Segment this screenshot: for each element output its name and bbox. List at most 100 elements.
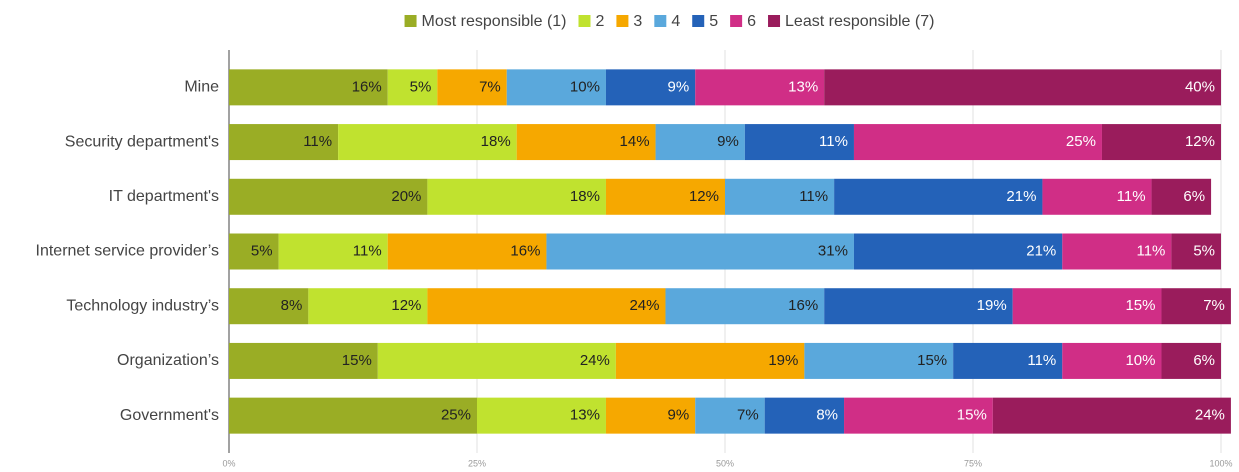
data-label: 6% [1183,188,1205,205]
data-label: 11% [1027,352,1056,369]
bar-segment [338,124,517,161]
legend-swatch [578,15,591,27]
bar-segment [506,69,606,106]
data-label: 7% [1203,297,1225,314]
data-label: 9% [668,78,690,95]
y-tick-label: Internet service provider’s [36,243,220,260]
bar-segment [308,288,428,325]
bar-segment [1161,342,1221,379]
data-label: 21% [1006,188,1036,205]
data-label: 7% [479,78,501,95]
data-label: 21% [1026,242,1056,259]
bar-segment [665,288,825,325]
bar-segment [427,178,606,215]
data-label: 15% [1125,297,1155,314]
bar-segment [1161,288,1231,325]
data-label: 16% [352,78,382,95]
bar-segment [695,397,765,434]
x-tick-label: 50% [716,458,734,468]
bar-segment [853,233,1063,270]
data-label: 11% [799,188,828,205]
data-label: 20% [391,188,421,205]
bar-segment [834,178,1043,215]
legend-swatch [616,15,629,27]
bar-segment [427,288,666,325]
bar-segment [229,342,378,379]
bar-segment [377,342,616,379]
legend-label: 5 [709,13,718,30]
x-tick-label: 100% [1209,458,1232,468]
data-label: 11% [1117,188,1146,205]
bar-segment [992,397,1231,434]
bar-segment [725,178,835,215]
data-label: 25% [441,407,471,424]
data-label: 13% [570,407,600,424]
data-label: 16% [510,242,540,259]
data-label: 12% [391,297,421,314]
bar-segment [1042,178,1152,215]
data-label: 15% [342,352,372,369]
bar-segment [278,233,388,270]
bar-segment [695,69,825,106]
bar-segment [1101,124,1221,161]
legend-swatch [692,15,705,27]
bar-segment [437,69,507,106]
data-label: 9% [668,407,690,424]
bar-segment [1062,233,1172,270]
data-label: 24% [1195,407,1225,424]
y-tick-label: IT department's [109,188,219,205]
data-label: 24% [629,297,659,314]
bar-segment [605,178,725,215]
bar-segment [229,124,339,161]
bar-segment [477,397,606,434]
bar-segment [605,397,696,434]
x-tick-label: 25% [468,458,486,468]
data-label: 19% [977,297,1007,314]
bar-segment [1062,342,1162,379]
data-label: 6% [1193,352,1215,369]
legend-label: Most responsible (1) [422,13,567,30]
data-label: 5% [1193,242,1215,259]
data-label: 9% [717,133,739,150]
bar-segment [764,397,845,434]
data-label: 8% [281,297,303,314]
data-label: 11% [1136,242,1165,259]
bar-segment [655,124,745,161]
data-label: 10% [1125,352,1155,369]
legend-label: 6 [747,13,756,30]
data-label: 16% [788,297,818,314]
legend-swatch [768,15,781,27]
data-label: 25% [1066,133,1096,150]
data-label: 13% [788,78,818,95]
data-label: 11% [303,133,332,150]
legend-label: 3 [633,13,642,30]
y-tick-label: Mine [184,79,219,96]
bar-segment [1171,233,1221,270]
data-label: 18% [570,188,600,205]
legend-label: Least responsible (7) [785,13,934,30]
bar-segment [615,342,805,379]
legend-swatch [404,15,417,27]
legend: Most responsible (1) 2 3 4 5 6 Least responsib… [404,13,934,30]
bar-segment [229,233,279,270]
bar-segment [1151,178,1212,215]
bar-segment [387,69,438,106]
data-label: 18% [481,133,511,150]
data-label: 15% [917,352,947,369]
x-tick-label: 0% [222,458,235,468]
bar-segment [229,397,477,434]
legend-label: 4 [671,13,680,30]
bar-segment [229,288,309,325]
data-label: 31% [818,242,848,259]
data-label: 24% [580,352,610,369]
x-tick-label: 75% [964,458,982,468]
bar-segment [824,69,1221,106]
bar-segment [744,124,854,161]
bar-segment [229,178,428,215]
legend-label: 2 [596,13,605,30]
y-tick-label: Technology industry’s [66,297,219,314]
bar-segment [804,342,954,379]
bar-segment [844,397,993,434]
bar-segment [605,69,696,106]
